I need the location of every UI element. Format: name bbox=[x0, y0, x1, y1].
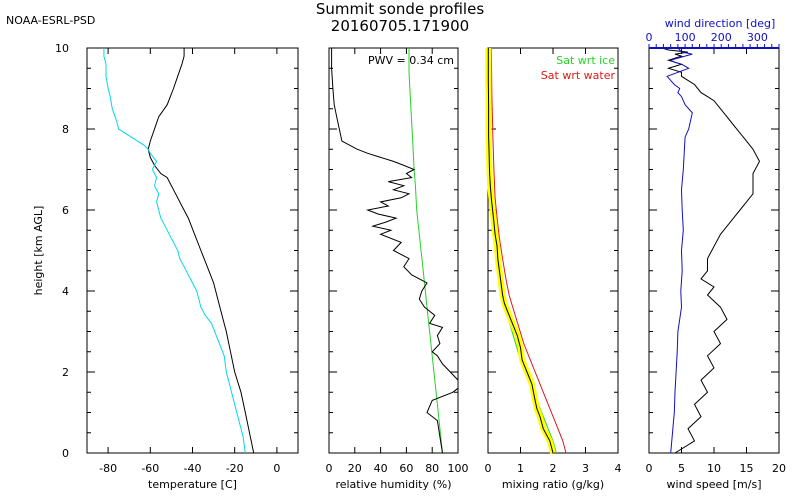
top-tick-label: 100 bbox=[675, 31, 696, 44]
title-line-2: 20160705.171900 bbox=[331, 17, 469, 35]
legend-entry: Sat wrt ice bbox=[556, 54, 615, 67]
y-tick-label: 6 bbox=[62, 204, 69, 217]
series-line-mixing-ratio bbox=[487, 48, 554, 454]
series-line-wind-direction bbox=[666, 47, 693, 454]
y-tick-label: 0 bbox=[62, 447, 69, 460]
org-label: NOAA-ESRL-PSD bbox=[6, 14, 95, 27]
x-tick-label: 20 bbox=[772, 462, 786, 475]
x-tick-label: 5 bbox=[678, 462, 685, 475]
panel-relative_humidity: 0 20 40 60 80 100 relative humidity (%) PWV = 0… bbox=[326, 47, 469, 491]
x-tick-label: 80 bbox=[425, 462, 439, 475]
top-tick-label: 300 bbox=[747, 31, 768, 44]
x-tick-label: 0 bbox=[485, 462, 492, 475]
x-tick-label: 100 bbox=[448, 462, 469, 475]
top-axis-label: wind direction [deg] bbox=[665, 17, 776, 30]
x-tick-label: 15 bbox=[740, 462, 754, 475]
y-tick-label: 8 bbox=[62, 123, 69, 136]
top-tick-label: 200 bbox=[711, 31, 732, 44]
x-axis-label: temperature [C] bbox=[148, 478, 237, 491]
x-tick-label: -60 bbox=[141, 462, 159, 475]
x-tick-label: -40 bbox=[184, 462, 202, 475]
panel-mixing_ratio: 0 1 2 3 4 mixing ratio (g/kg) Sat wrt ice Sat w… bbox=[485, 47, 622, 491]
y-tick-label: 4 bbox=[62, 285, 69, 298]
x-axis-label: mixing ratio (g/kg) bbox=[502, 478, 604, 491]
x-tick-label: 10 bbox=[707, 462, 721, 475]
plot-frame bbox=[487, 47, 619, 454]
series-line-dewpoint bbox=[103, 48, 246, 454]
pwv-annotation: PWV = 0.34 cm bbox=[368, 54, 454, 67]
x-tick-label: 60 bbox=[399, 462, 413, 475]
plot-frame bbox=[648, 47, 780, 454]
x-tick-label: 1 bbox=[517, 462, 524, 475]
y-tick-label: 10 bbox=[55, 42, 69, 55]
x-tick-label: -20 bbox=[226, 462, 244, 475]
x-tick-label: 0 bbox=[326, 462, 333, 475]
series-line-temperature bbox=[147, 48, 255, 454]
x-tick-label: 20 bbox=[348, 462, 362, 475]
title-line-1: Summit sonde profiles bbox=[316, 0, 484, 18]
top-tick-label: 0 bbox=[646, 31, 653, 44]
series-line-sat-wrt-water bbox=[490, 47, 567, 454]
x-tick-label: 0 bbox=[273, 462, 280, 475]
x-axis-label: wind speed [m/s] bbox=[667, 478, 762, 491]
plot-frame bbox=[86, 47, 299, 454]
x-tick-label: 0 bbox=[646, 462, 653, 475]
x-tick-label: 4 bbox=[615, 462, 622, 475]
series-line-rh_ice bbox=[408, 48, 443, 454]
x-tick-label: 40 bbox=[374, 462, 388, 475]
x-tick-label: 3 bbox=[582, 462, 589, 475]
x-axis-label: relative humidity (%) bbox=[335, 478, 451, 491]
series-line-wind-speed bbox=[661, 47, 761, 454]
legend-entry: Sat wrt water bbox=[541, 69, 616, 82]
series-line-rh bbox=[331, 48, 459, 454]
y-tick-label: 2 bbox=[62, 366, 69, 379]
x-tick-label: 2 bbox=[550, 462, 557, 475]
x-tick-label: -80 bbox=[99, 462, 117, 475]
y-axis-label: height [km AGL] bbox=[32, 206, 45, 296]
panel-temperature: -80 -60 -40 -20 0 0 2 4 6 8 10 temperature [C] heigh… bbox=[32, 42, 299, 491]
